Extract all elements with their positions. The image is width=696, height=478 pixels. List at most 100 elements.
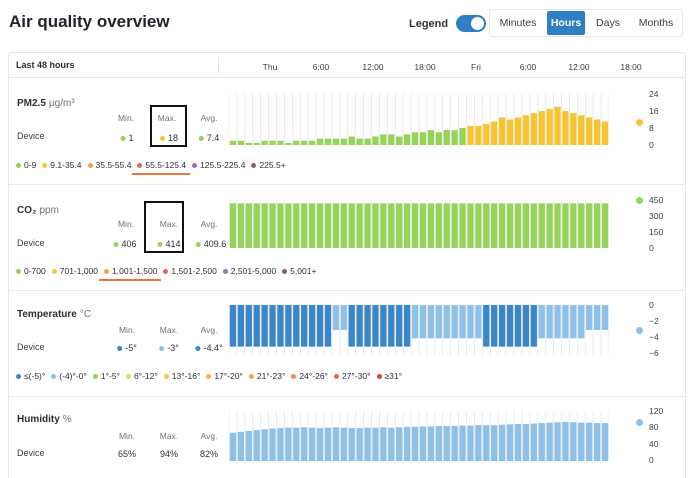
bar xyxy=(435,132,442,145)
bar xyxy=(522,423,530,461)
y-tick-label: −4 xyxy=(649,331,659,342)
bar xyxy=(570,305,577,339)
bar xyxy=(467,125,474,145)
bar xyxy=(593,119,601,145)
bar xyxy=(578,115,585,145)
bar xyxy=(491,425,498,461)
bar xyxy=(459,128,466,145)
bar xyxy=(396,427,403,461)
bar xyxy=(245,305,252,347)
bar-chart-svg xyxy=(229,305,609,355)
bar xyxy=(538,305,545,339)
scale-item: 1,501-2,500 xyxy=(163,266,217,276)
bar xyxy=(443,305,450,339)
bar xyxy=(285,142,292,145)
tab-months[interactable]: Months xyxy=(638,17,674,29)
bar xyxy=(411,426,419,461)
bar xyxy=(419,305,427,339)
resolution-tabs: Minutes Hours Days Months xyxy=(489,9,683,37)
bar xyxy=(253,203,260,248)
pm25-scale: 0-9 9.1-35.4 35.5-55.4 55.5-125.4 125.5-… xyxy=(16,160,292,175)
bar xyxy=(364,305,371,347)
bar xyxy=(277,203,284,248)
y-tick-label: 24 xyxy=(649,89,659,99)
section-temperature: Temperature °C Min. Max. Avg. Device -5° … xyxy=(9,291,685,397)
bar xyxy=(308,203,316,248)
bar xyxy=(443,130,450,145)
scale-item: 6°-12° xyxy=(125,371,158,381)
avg-value: 7.4 xyxy=(198,133,219,143)
bar xyxy=(459,425,466,461)
bar xyxy=(586,203,593,248)
bar xyxy=(554,305,561,339)
bar xyxy=(364,138,371,145)
section-title: Temperature °C xyxy=(17,309,92,320)
scale-item: 35.5-55.4 xyxy=(87,160,131,170)
max-header: Max. xyxy=(159,325,179,335)
bar xyxy=(562,203,569,248)
tab-days[interactable]: Days xyxy=(596,17,620,29)
bar xyxy=(348,428,355,461)
section-pm25: PM2.5 µg/m³ Min. Max. Avg. Device 1 18 7.… xyxy=(9,78,685,185)
bar xyxy=(324,203,332,248)
bar xyxy=(372,136,379,145)
bar xyxy=(506,305,514,347)
bar xyxy=(380,427,387,461)
bar xyxy=(419,132,427,145)
scale-item: 0-700 xyxy=(16,266,46,276)
bar xyxy=(340,305,347,330)
bar xyxy=(451,130,458,145)
co2-scale: 0-700 701-1,000 1,001-1,500 1,501-2,500 … xyxy=(16,266,322,281)
bar xyxy=(522,203,530,248)
min-header: Min. xyxy=(118,325,136,335)
bar xyxy=(475,425,482,461)
bar xyxy=(443,426,450,461)
bar xyxy=(483,203,490,248)
section-co2: CO₂ ppm Min. Max. Avg. Device 406 414 409… xyxy=(9,185,685,291)
bar xyxy=(301,203,308,248)
tab-minutes[interactable]: Minutes xyxy=(499,17,537,29)
bar xyxy=(229,203,237,248)
bar xyxy=(514,305,522,347)
bar xyxy=(427,305,435,339)
min-header: Min. xyxy=(117,219,135,229)
bar xyxy=(586,305,593,330)
avg-header: Avg. xyxy=(200,113,218,123)
bar xyxy=(237,140,245,145)
bar xyxy=(261,305,268,347)
bar xyxy=(562,111,569,145)
tab-hours[interactable]: Hours xyxy=(547,11,585,35)
bar xyxy=(356,138,363,145)
temperature-scale: ≤(-5)° (-4)°-0° 1°-5° 6°-12° 13°-16° 17°… xyxy=(16,371,408,381)
y-tick-label: 8 xyxy=(649,122,654,133)
scale-item-highlighted: 1,001-1,500 xyxy=(99,266,162,281)
bar xyxy=(514,423,522,461)
bar xyxy=(554,106,561,145)
bar xyxy=(277,428,284,461)
scale-item: 9.1-35.4 xyxy=(42,160,82,170)
bar xyxy=(332,305,340,330)
y-tick-label: 450 xyxy=(649,195,664,205)
bar xyxy=(522,115,530,145)
bar xyxy=(419,203,427,248)
bar xyxy=(293,427,300,461)
time-tick: 12:00 xyxy=(362,62,384,72)
bar xyxy=(372,203,379,248)
bar xyxy=(396,305,403,347)
bar xyxy=(403,203,411,248)
bar xyxy=(261,429,268,461)
min-value: -5° xyxy=(117,343,137,353)
overview-card: Last 48 hours Thu 6:00 12:00 18:00 Fri 6… xyxy=(8,52,686,478)
device-label: Device xyxy=(17,131,45,141)
bar xyxy=(301,140,308,145)
temperature-chart xyxy=(229,305,609,355)
legend-switch[interactable] xyxy=(456,15,487,32)
pm25-chart xyxy=(229,94,609,145)
bar xyxy=(475,305,482,339)
max-highlight-box xyxy=(150,105,187,147)
bar xyxy=(475,203,482,248)
bar xyxy=(293,140,300,145)
bar xyxy=(601,121,609,145)
bar xyxy=(285,427,292,461)
bar-chart-svg xyxy=(229,411,609,461)
